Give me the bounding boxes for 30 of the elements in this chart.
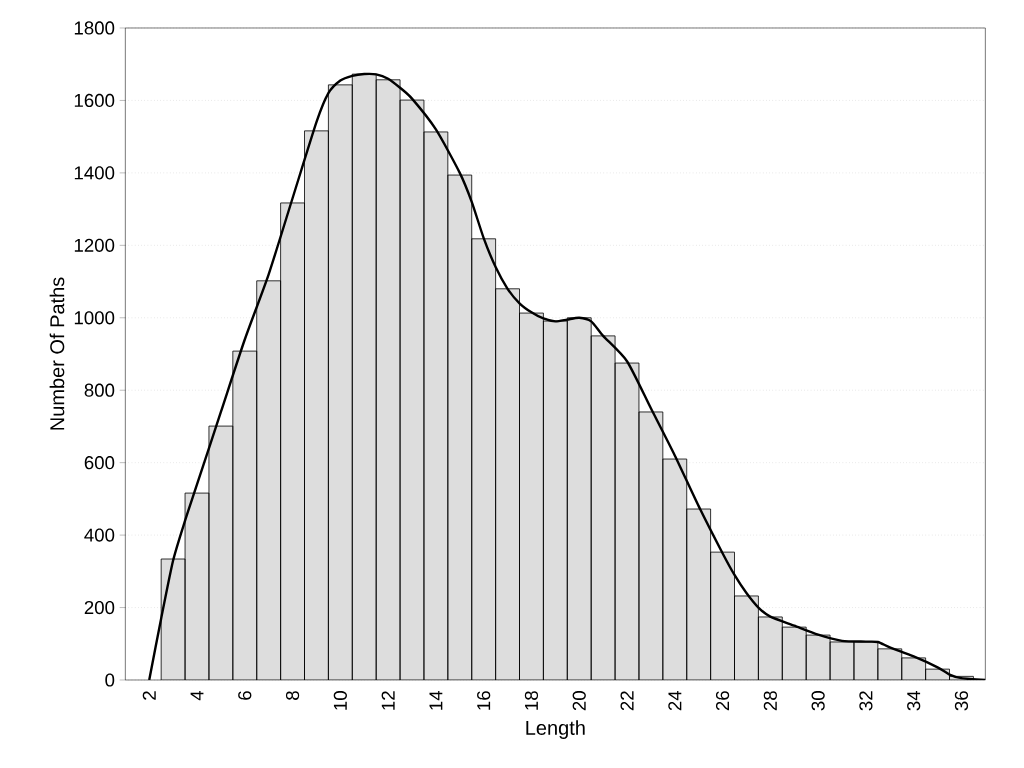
x-tick-label: 4 <box>190 690 204 701</box>
x-tick-label: 36 <box>954 691 969 711</box>
x-tick-label: 20 <box>572 691 586 711</box>
x-tick-label: 26 <box>715 691 730 711</box>
x-tick-label: 12 <box>381 691 395 710</box>
y-tick-label: 200 <box>84 600 115 615</box>
x-tick-label: 10 <box>333 691 347 710</box>
y-axis-title: Number Of Paths <box>49 277 65 430</box>
x-tick-label: 6 <box>238 691 252 700</box>
y-tick-label: 1200 <box>74 238 115 252</box>
y-tick-label: 1400 <box>74 166 115 180</box>
x-tick-label: 18 <box>524 691 539 710</box>
x-tick-label: 34 <box>907 690 921 711</box>
y-tick-label: 1000 <box>74 311 115 325</box>
x-tick-label: 32 <box>859 691 873 711</box>
x-tick-label: 16 <box>477 691 491 710</box>
x-tick-label: 22 <box>620 691 634 711</box>
x-axis-title: Length <box>526 720 585 739</box>
y-tick-label: 600 <box>84 456 115 470</box>
y-tick-label: 400 <box>84 528 115 542</box>
y-tick-label: 800 <box>84 383 115 397</box>
y-tick-label: 0 <box>105 673 115 687</box>
y-tick-label: 1800 <box>74 21 115 35</box>
y-tick-label: 1600 <box>74 93 115 108</box>
x-tick-label: 28 <box>763 691 777 711</box>
x-tick-label: 2 <box>142 691 156 700</box>
x-tick-label: 24 <box>668 690 682 711</box>
x-tick-label: 14 <box>429 690 443 710</box>
x-tick-label: 30 <box>811 691 825 711</box>
x-tick-label: 8 <box>285 691 300 700</box>
